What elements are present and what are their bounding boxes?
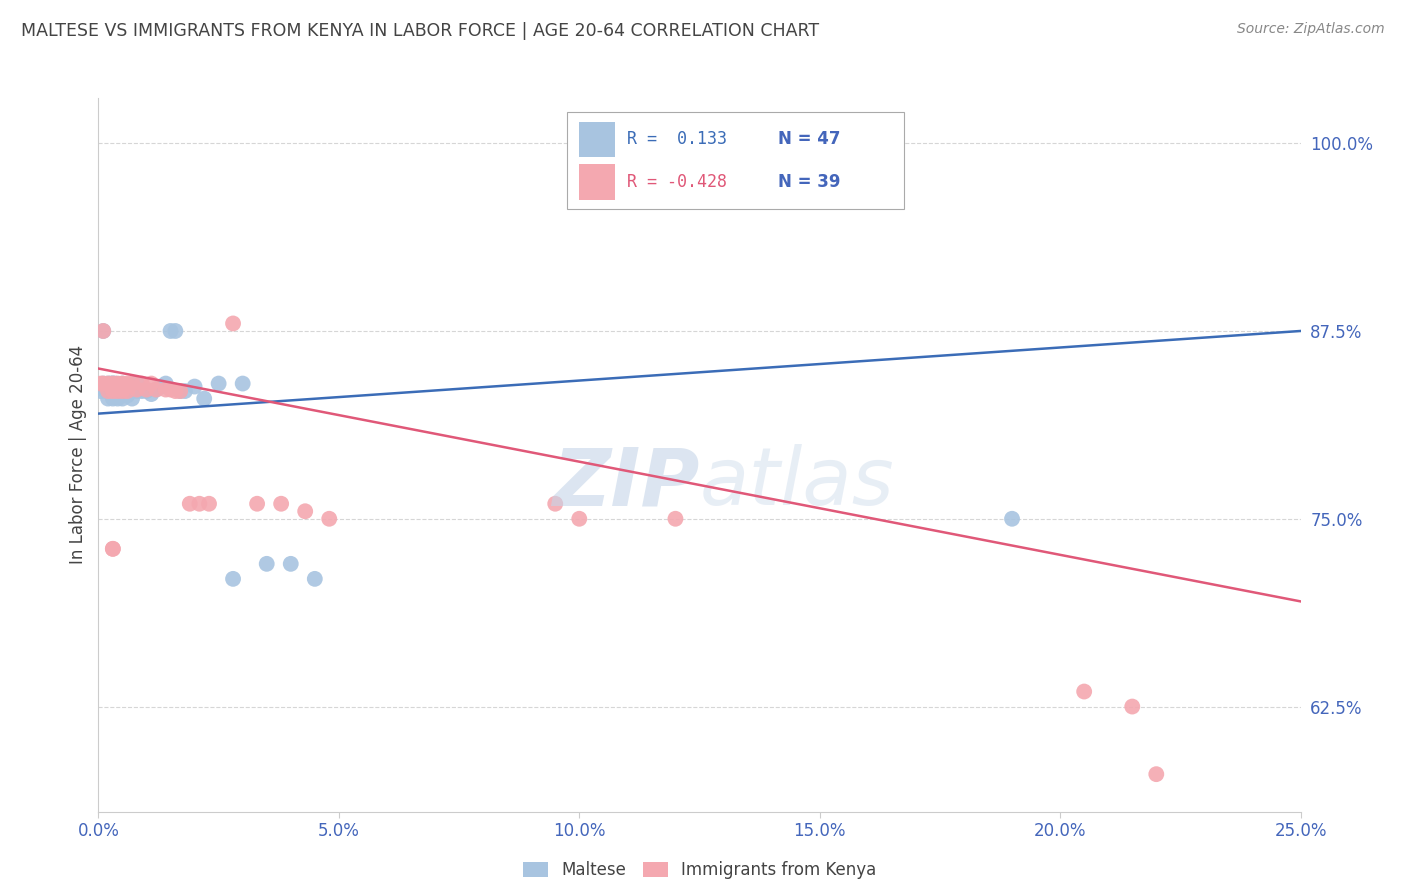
- Point: [104, 384, 127, 398]
- Text: R =  0.133: R = 0.133: [627, 130, 727, 148]
- Point: [121, 376, 143, 391]
- Point: [174, 384, 197, 398]
- Point: [107, 392, 129, 406]
- Point: [1121, 699, 1143, 714]
- Point: [97, 376, 120, 391]
- Point: [125, 376, 148, 391]
- Point: [121, 392, 143, 406]
- Text: MALTESE VS IMMIGRANTS FROM KENYA IN LABOR FORCE | AGE 20-64 CORRELATION CHART: MALTESE VS IMMIGRANTS FROM KENYA IN LABO…: [21, 22, 820, 40]
- Point: [131, 384, 153, 398]
- Point: [183, 379, 205, 393]
- Bar: [579, 164, 616, 200]
- Point: [125, 384, 148, 398]
- Point: [108, 384, 131, 398]
- Point: [208, 376, 231, 391]
- Point: [159, 383, 181, 397]
- Point: [91, 324, 114, 338]
- Point: [131, 376, 153, 391]
- Text: Source: ZipAtlas.com: Source: ZipAtlas.com: [1237, 22, 1385, 37]
- Text: N = 47: N = 47: [778, 130, 841, 148]
- Point: [107, 388, 129, 402]
- Point: [149, 379, 172, 393]
- Point: [222, 317, 245, 331]
- Point: [101, 384, 124, 398]
- Point: [246, 497, 269, 511]
- Point: [97, 376, 120, 391]
- Point: [1144, 767, 1167, 781]
- Point: [101, 541, 124, 556]
- Point: [117, 384, 139, 398]
- Point: [111, 376, 134, 391]
- Point: [1001, 512, 1024, 526]
- Point: [165, 324, 187, 338]
- Point: [165, 384, 187, 398]
- Point: [107, 376, 129, 391]
- Point: [664, 512, 686, 526]
- Point: [101, 392, 124, 406]
- Point: [193, 392, 215, 406]
- Point: [91, 376, 114, 391]
- Text: R = -0.428: R = -0.428: [627, 173, 727, 191]
- Point: [280, 557, 302, 571]
- Point: [117, 379, 139, 393]
- Point: [256, 557, 278, 571]
- Point: [568, 512, 591, 526]
- Point: [111, 392, 134, 406]
- Point: [90, 384, 112, 398]
- Point: [135, 384, 157, 398]
- Point: [155, 376, 177, 391]
- Point: [97, 384, 120, 398]
- Point: [117, 376, 139, 391]
- Point: [111, 376, 134, 391]
- Point: [101, 384, 124, 398]
- Point: [270, 497, 292, 511]
- Bar: [579, 121, 616, 157]
- Point: [544, 497, 567, 511]
- Point: [94, 384, 117, 398]
- Point: [294, 504, 316, 518]
- Point: [141, 387, 163, 401]
- Point: [107, 384, 129, 398]
- Point: [169, 384, 191, 398]
- Point: [100, 376, 122, 391]
- Point: [101, 376, 124, 391]
- FancyBboxPatch shape: [567, 112, 904, 209]
- Point: [111, 384, 134, 398]
- Point: [179, 497, 201, 511]
- Point: [1073, 684, 1095, 698]
- Point: [117, 388, 139, 402]
- Point: [101, 376, 124, 391]
- Point: [304, 572, 326, 586]
- Point: [121, 384, 143, 398]
- Point: [97, 392, 120, 406]
- Point: [91, 324, 114, 338]
- Point: [145, 383, 167, 397]
- Point: [104, 376, 127, 391]
- Point: [232, 376, 254, 391]
- Point: [111, 384, 134, 398]
- Text: atlas: atlas: [700, 444, 894, 523]
- Text: N = 39: N = 39: [778, 173, 841, 191]
- Point: [101, 541, 124, 556]
- Point: [188, 497, 211, 511]
- Point: [222, 572, 245, 586]
- Point: [97, 384, 120, 398]
- Point: [135, 383, 157, 397]
- Point: [125, 383, 148, 397]
- Point: [91, 376, 114, 391]
- Point: [159, 324, 181, 338]
- Y-axis label: In Labor Force | Age 20-64: In Labor Force | Age 20-64: [69, 345, 87, 565]
- Point: [318, 512, 340, 526]
- Point: [145, 383, 167, 397]
- Point: [101, 376, 124, 391]
- Point: [107, 379, 129, 393]
- Point: [169, 384, 191, 398]
- Legend: Maltese, Immigrants from Kenya: Maltese, Immigrants from Kenya: [516, 855, 883, 886]
- Point: [90, 376, 112, 391]
- Point: [141, 376, 163, 391]
- Point: [198, 497, 221, 511]
- Point: [155, 383, 177, 397]
- Point: [100, 384, 122, 398]
- Text: ZIP: ZIP: [553, 444, 700, 523]
